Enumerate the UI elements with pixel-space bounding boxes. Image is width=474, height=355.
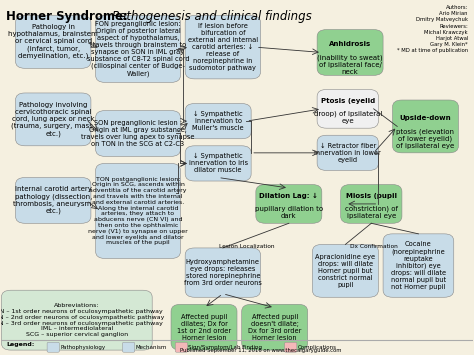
Text: Legend:: Legend: [6, 342, 35, 346]
FancyBboxPatch shape [317, 135, 378, 170]
Text: (inability to sweat)
of ipsilateral face/
neck: (inability to sweat) of ipsilateral face… [317, 54, 383, 75]
FancyBboxPatch shape [171, 304, 237, 350]
Text: Horner Syndrome:: Horner Syndrome: [6, 10, 132, 23]
Text: FON preganglionic lesion:
Origin of posterior lateral
aspect of hypothalamus,
tr: FON preganglionic lesion: Origin of post… [87, 21, 189, 77]
FancyBboxPatch shape [284, 342, 297, 352]
Text: ↓ Sympathetic
innervation to iris
dilator muscle: ↓ Sympathetic innervation to iris dilato… [189, 153, 248, 174]
Text: Dx Confirmation: Dx Confirmation [350, 245, 398, 250]
FancyBboxPatch shape [1, 290, 152, 350]
FancyBboxPatch shape [242, 304, 308, 350]
Text: ↓ Sympathetic
innervation to
Muller's muscle: ↓ Sympathetic innervation to Muller's mu… [192, 111, 244, 131]
FancyBboxPatch shape [185, 16, 261, 79]
Text: pupillary dilation to
dark: pupillary dilation to dark [255, 206, 323, 219]
FancyBboxPatch shape [16, 178, 91, 223]
FancyBboxPatch shape [312, 245, 378, 297]
FancyBboxPatch shape [47, 342, 59, 352]
FancyBboxPatch shape [185, 248, 261, 297]
FancyBboxPatch shape [96, 163, 181, 258]
FancyBboxPatch shape [383, 234, 454, 297]
Text: Dilation Lag: ↓: Dilation Lag: ↓ [259, 192, 318, 199]
FancyBboxPatch shape [16, 93, 91, 146]
Text: TON postganglionic lesion:
Origin in SCG, ascends within
adventitia of the carot: TON postganglionic lesion: Origin in SCG… [88, 176, 188, 245]
Text: If lesion before
bifurcation of
external and internal
carotid arteries: ↓
releas: If lesion before bifurcation of external… [188, 23, 258, 71]
Text: Affected pupil
dilates; Dx for
1st or 2nd order
Horner lesion: Affected pupil dilates; Dx for 1st or 2n… [177, 314, 231, 341]
Text: Published September 11, 2016 on www.thecalgaryguide.com: Published September 11, 2016 on www.thec… [181, 348, 342, 353]
FancyBboxPatch shape [317, 89, 378, 128]
FancyBboxPatch shape [185, 146, 251, 181]
Text: Affected pupil
doesn't dilate;
Dx for 3rd order
Horner lesion: Affected pupil doesn't dilate; Dx for 3r… [248, 314, 301, 341]
Text: Miosis (pupil: Miosis (pupil [346, 193, 397, 199]
Text: constriction) of
ipsilateral eye: constriction) of ipsilateral eye [345, 206, 398, 219]
FancyBboxPatch shape [122, 342, 135, 352]
Text: droop) of ipsilateral
eye: droop) of ipsilateral eye [313, 110, 382, 124]
Text: Pathology in
hypothalamus, brainstem
or cervical spinal cord
(infarct, tumor,
de: Pathology in hypothalamus, brainstem or … [9, 24, 98, 59]
Text: Complications: Complications [298, 345, 337, 350]
FancyBboxPatch shape [16, 16, 91, 68]
Text: Lesion Localization: Lesion Localization [219, 245, 274, 250]
Text: Pathophysiology: Pathophysiology [60, 345, 105, 350]
FancyBboxPatch shape [185, 104, 251, 139]
Text: Abbreviations:
FON – 1st order neurons of oculosympathetic pathway
SON – 2nd ord: Abbreviations: FON – 1st order neurons o… [0, 303, 164, 337]
Text: Authors:
Ario Mirian
Dmitry Matveychuk
Reviewers:
Michal Krawczyk
Harjot Atwal
G: Authors: Ario Mirian Dmitry Matveychuk R… [397, 5, 468, 53]
Text: ptosis (elevation
of lower eyelid)
of ipsilateral eye: ptosis (elevation of lower eyelid) of ip… [396, 128, 455, 149]
Text: Pathogenesis and clinical findings: Pathogenesis and clinical findings [112, 10, 312, 23]
Text: Mechanism: Mechanism [136, 345, 167, 350]
Text: Hydroxyamphetamine
eye drops: releases
stored norepinephrine
from 3rd order neur: Hydroxyamphetamine eye drops: releases s… [184, 259, 262, 286]
FancyBboxPatch shape [317, 29, 383, 75]
Text: Apraclonidine eye
drops: will dilate
Horner pupil but
constrict normal
pupil: Apraclonidine eye drops: will dilate Hor… [315, 254, 375, 288]
Text: ↓ Retractor fiber
innervation in lower
eyelid: ↓ Retractor fiber innervation in lower e… [314, 143, 381, 163]
Text: Pathology involving
cervicothoracic spinal
cord, lung apex or neck
(trauma, surg: Pathology involving cervicothoracic spin… [11, 102, 95, 137]
FancyBboxPatch shape [341, 185, 402, 223]
Text: SON preganglionic lesion :
Origin at IML gray substance,
travels over lung apex : SON preganglionic lesion : Origin at IML… [82, 120, 195, 147]
Text: Sign/Symptom/Lab Finding: Sign/Symptom/Lab Finding [189, 345, 263, 350]
Text: Upside-down: Upside-down [400, 115, 451, 121]
Text: Cocaine
(norepinephrine
reuptake
inhibitor) eye
drops: will dilate
normal pupil : Cocaine (norepinephrine reuptake inhibit… [391, 241, 446, 290]
FancyBboxPatch shape [96, 110, 181, 156]
Text: Anhidrosis: Anhidrosis [329, 41, 371, 47]
Text: Internal carotid artery
pathology (dissection,
thrombosis, aneurysm,
etc.): Internal carotid artery pathology (disse… [13, 186, 93, 214]
FancyBboxPatch shape [392, 100, 458, 153]
FancyBboxPatch shape [175, 342, 188, 352]
Text: Ptosis (eyelid: Ptosis (eyelid [320, 98, 375, 104]
FancyBboxPatch shape [256, 185, 322, 223]
FancyBboxPatch shape [96, 16, 181, 82]
